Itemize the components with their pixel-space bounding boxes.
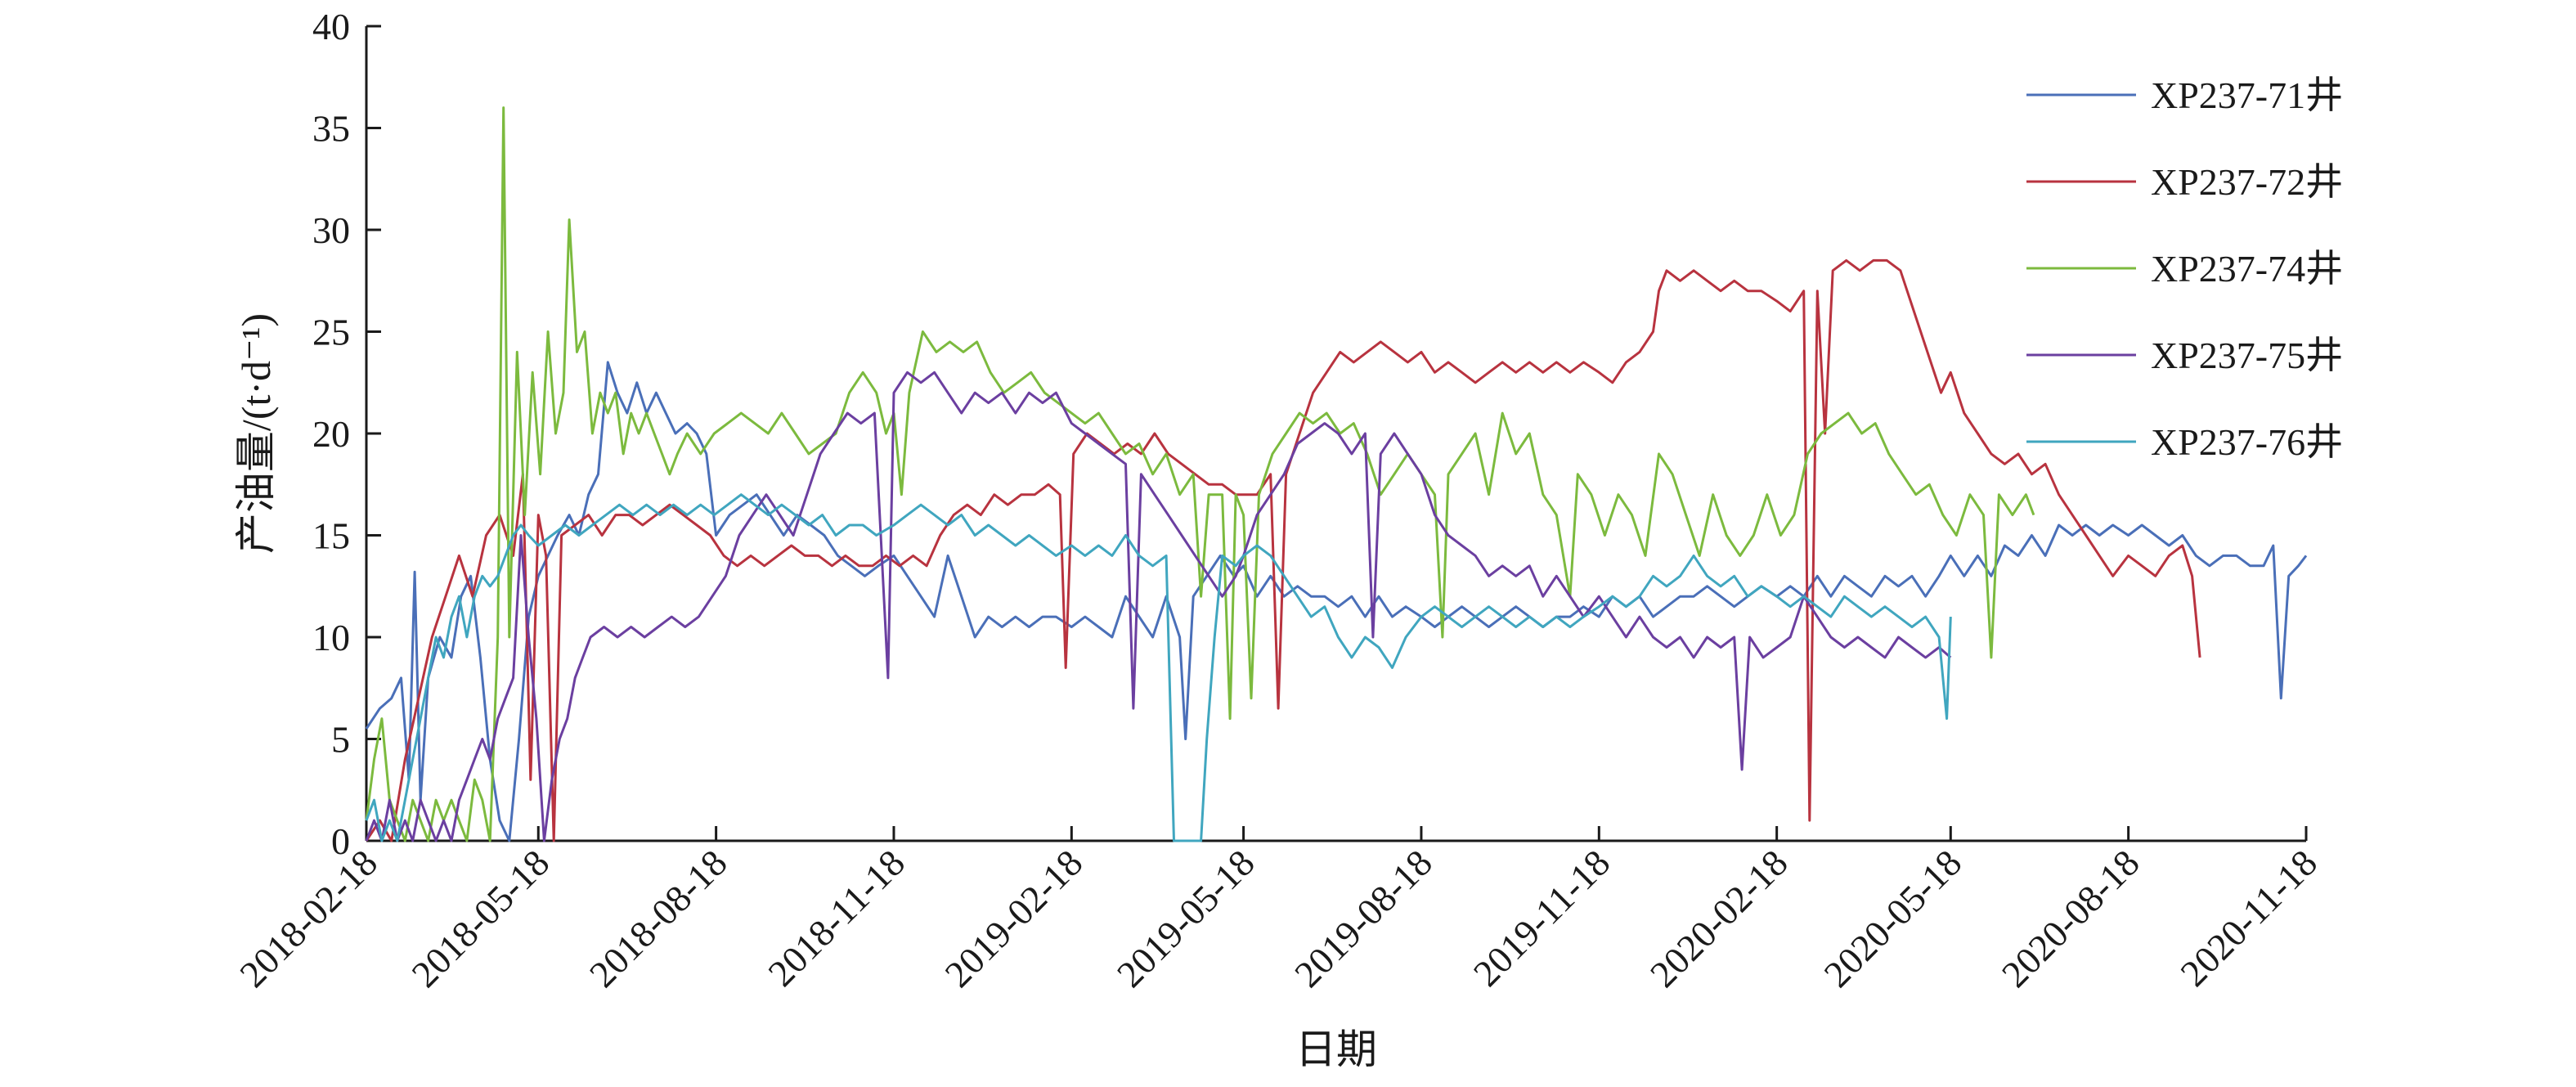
series-line [365,361,2308,842]
y-tick-label: 0 [331,820,350,862]
legend: XP237-71井 XP237-72井 XP237-74井 XP237-75井 XP23… [2026,74,2343,463]
legend-label: XP237-71井 [2151,74,2343,116]
legend-label: XP237-76井 [2151,421,2343,463]
series-layer [365,106,2308,842]
x-tick-label: 2019-08-18 [1286,842,1440,995]
y-tick-label: 5 [331,719,350,761]
x-tick-label: 2019-05-18 [1109,842,1263,995]
x-tick-label: 2018-11-18 [760,842,913,995]
x-tick-label: 2020-02-18 [1642,842,1796,995]
x-tick-label: 2019-11-18 [1465,842,1618,995]
y-tick-label: 10 [312,617,350,658]
legend-label: XP237-75井 [2151,335,2343,376]
y-tick-label: 20 [312,413,350,455]
x-tick-label: 2020-11-18 [2172,842,2325,995]
legend-label: XP237-72井 [2151,161,2343,203]
x-tick-label: 2020-05-18 [1816,842,1970,995]
y-tick-label: 25 [312,312,350,353]
x-axis-title: 日期 [1295,1026,1377,1072]
y-tick-label: 15 [312,515,350,557]
x-tick-label: 2018-05-18 [404,842,558,995]
y-tick-label: 35 [312,108,350,150]
y-axis-title: 产油量/(t·d⁻¹) [233,313,279,554]
legend-label: XP237-74井 [2151,248,2343,290]
x-tick-label: 2018-02-18 [231,842,385,995]
x-tick-label: 2018-08-18 [581,842,735,995]
series-line [365,258,2201,842]
series-line [365,371,1952,842]
series-line [365,493,1952,842]
x-tick-label: 2019-02-18 [937,842,1091,995]
x-tick-label: 2020-08-18 [1994,842,2147,995]
y-tick-label: 30 [312,209,350,251]
y-tick-label: 40 [312,6,350,47]
series-line [365,106,2035,842]
